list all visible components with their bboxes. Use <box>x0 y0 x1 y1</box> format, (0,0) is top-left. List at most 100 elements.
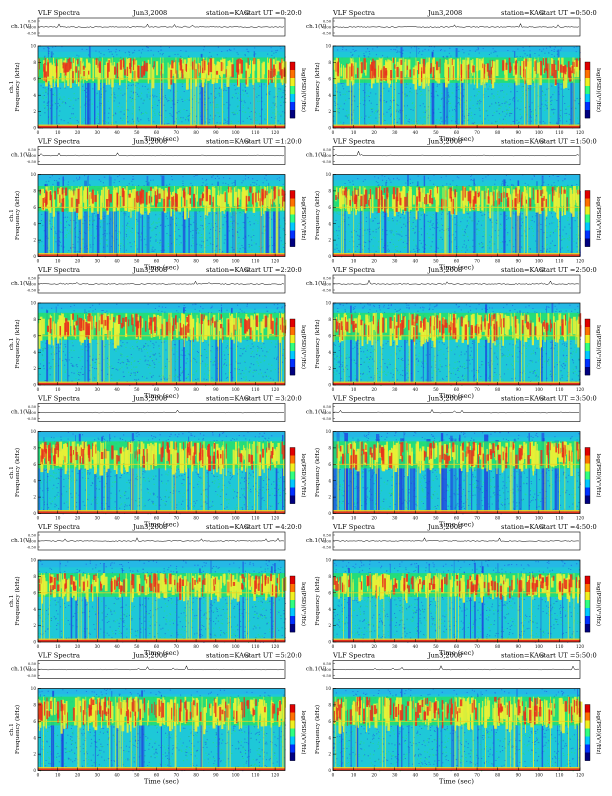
band-peak <box>524 314 526 322</box>
band-peak <box>344 187 346 196</box>
dark-streak <box>562 67 563 128</box>
band-peak <box>448 455 450 461</box>
band-peak <box>561 441 564 458</box>
band-peak <box>568 583 571 588</box>
band-peak <box>493 313 496 320</box>
band-peak <box>520 197 522 209</box>
ch-tick-label: -0.50 <box>27 289 37 293</box>
band-burst <box>339 193 343 209</box>
band-burst <box>198 323 200 337</box>
band-peak <box>470 581 473 595</box>
sferic-line <box>71 186 73 257</box>
freq-tick-label: 4 <box>33 607 36 612</box>
dark-streak <box>540 576 542 642</box>
band-peak <box>137 191 139 203</box>
ch-tick-label: 0.50 <box>28 148 37 152</box>
time-tick-label: 90 <box>516 644 522 649</box>
band-peak <box>346 63 348 79</box>
band-burst <box>345 699 347 711</box>
time-tick-label: 50 <box>433 516 439 521</box>
band-burst <box>114 323 117 341</box>
ch-tick-label: 0.00 <box>28 283 37 287</box>
sferic-line <box>514 696 516 771</box>
band-peak <box>271 320 274 334</box>
band-peak <box>358 696 361 702</box>
band-burst <box>434 186 437 200</box>
colorbar-step <box>290 110 295 119</box>
dark-streak <box>169 198 173 257</box>
band-burst <box>540 701 543 724</box>
band-burst <box>409 443 411 466</box>
band-burst <box>472 318 475 339</box>
dark-streak <box>78 198 83 257</box>
band-peak <box>503 318 505 328</box>
freq-tick-label: 0 <box>328 126 331 131</box>
dark-streak <box>480 691 482 771</box>
band-burst <box>378 575 381 587</box>
band-burst <box>410 314 413 339</box>
band-peak <box>272 71 275 77</box>
band-peak <box>547 442 550 451</box>
time-tick-label: 10 <box>351 387 357 392</box>
band-burst <box>235 450 238 464</box>
band-peak <box>89 313 92 322</box>
band-burst <box>407 59 411 78</box>
sferic-line <box>538 186 540 257</box>
dark-streak <box>248 710 250 771</box>
band-peak <box>274 186 277 199</box>
band-burst <box>503 574 506 596</box>
band-peak <box>90 192 92 199</box>
band-burst <box>346 64 350 86</box>
band-peak <box>475 707 478 720</box>
band-peak <box>208 62 210 76</box>
panel-date: Jun3,2008 <box>427 523 462 531</box>
band-peak <box>385 70 388 76</box>
sferic-line <box>281 312 282 385</box>
band-burst <box>107 451 110 469</box>
band-burst <box>216 702 218 725</box>
sferic-line <box>105 441 107 514</box>
sferic-line <box>235 186 237 257</box>
band-peak <box>279 62 282 76</box>
panel-title: VLF Spectra <box>332 9 375 17</box>
band-peak <box>202 580 205 585</box>
band-burst <box>525 701 527 719</box>
band-peak <box>553 322 555 339</box>
band-burst <box>187 581 189 601</box>
sferic-line <box>217 186 219 257</box>
band-burst <box>467 322 469 345</box>
band-burst <box>429 452 432 471</box>
dark-streak <box>217 698 220 771</box>
band-peak <box>116 63 119 79</box>
band-peak <box>51 447 53 453</box>
band-peak <box>130 444 132 453</box>
sferic-line <box>383 573 385 642</box>
band-burst <box>214 442 215 458</box>
freq-tick-label: 2 <box>328 752 331 757</box>
band-peak <box>65 318 68 332</box>
time-tick-label: 60 <box>154 516 160 521</box>
band-burst <box>233 703 235 717</box>
band-peak <box>154 581 158 593</box>
band-peak <box>516 193 520 204</box>
band-peak <box>472 448 475 457</box>
band-burst <box>71 581 73 598</box>
band-burst <box>377 577 380 588</box>
band-burst <box>74 697 78 716</box>
band-burst <box>500 705 502 723</box>
panel-title: VLF Spectra <box>332 523 375 531</box>
time-tick-label: 60 <box>154 387 160 392</box>
panel-title: VLF Spectra <box>37 395 80 403</box>
band-burst <box>476 67 479 89</box>
band-peak <box>193 327 194 342</box>
band-peak <box>185 709 188 722</box>
band-peak <box>278 573 280 585</box>
band-peak <box>423 580 425 585</box>
dark-streak <box>84 317 86 385</box>
band-peak <box>395 325 398 338</box>
sferic-line <box>384 696 386 771</box>
band-burst <box>46 58 48 81</box>
band-burst <box>84 313 85 326</box>
band-peak <box>142 455 145 468</box>
